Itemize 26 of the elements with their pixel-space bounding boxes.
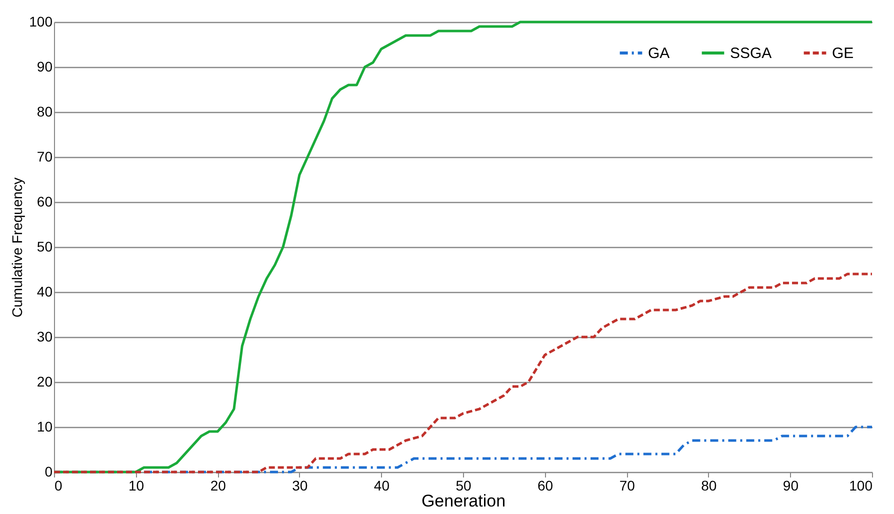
x-tick-label: 90 bbox=[782, 478, 799, 494]
y-tick-label: 0 bbox=[44, 464, 53, 480]
x-tick-label: 60 bbox=[538, 478, 554, 494]
y-tick-label: 60 bbox=[36, 194, 53, 210]
x-tick-label: 70 bbox=[619, 478, 636, 494]
y-tick-label: 40 bbox=[36, 284, 53, 300]
y-tick-label: 90 bbox=[36, 58, 53, 74]
y-axis-title: Cumulative Frequency bbox=[9, 177, 26, 318]
legend-label: GE bbox=[832, 45, 854, 62]
x-tick-label: 50 bbox=[456, 478, 472, 494]
legend-label: GA bbox=[648, 45, 670, 62]
x-axis-title: Generation bbox=[421, 492, 506, 510]
x-tick-label: 20 bbox=[210, 478, 226, 494]
x-tick-label: 40 bbox=[374, 478, 390, 494]
x-tick-label: 80 bbox=[701, 478, 717, 494]
x-tick-label: 100 bbox=[849, 478, 873, 494]
y-tick-label: 20 bbox=[36, 374, 53, 390]
legend-label: SSGA bbox=[730, 45, 772, 62]
y-tick-label: 10 bbox=[36, 418, 53, 434]
y-tick-label: 50 bbox=[36, 238, 53, 254]
x-tick-label: 30 bbox=[292, 478, 308, 494]
y-tick-label: 30 bbox=[36, 328, 53, 344]
y-tick-label: 70 bbox=[36, 148, 53, 164]
y-tick-label: 100 bbox=[29, 14, 53, 30]
y-tick-label: 80 bbox=[36, 104, 53, 120]
x-tick-label: 10 bbox=[128, 478, 144, 494]
